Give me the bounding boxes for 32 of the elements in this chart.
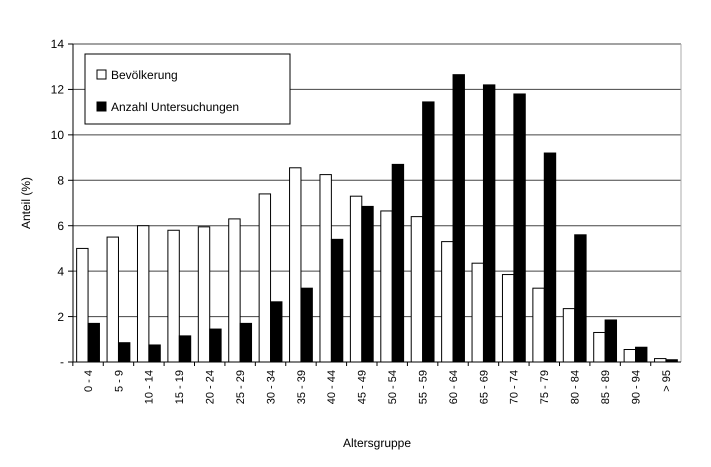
x-tick-label: 85 - 89	[600, 370, 612, 404]
x-tick-label: 80 - 84	[570, 370, 582, 404]
y-tick-label: 12	[50, 82, 64, 97]
legend-label: Bevölkerung	[111, 68, 178, 82]
x-tick-label: 45 - 49	[356, 370, 369, 404]
y-tick-label: 8	[57, 173, 64, 188]
x-tick-label: 10 - 14	[144, 370, 156, 404]
y-tick-label: 2	[57, 310, 64, 324]
x-tick-label: 5 - 9	[113, 370, 126, 392]
x-tick-label: 60 - 64	[448, 370, 460, 404]
y-tick-label: 6	[57, 218, 64, 233]
x-tick-label: 15 - 19	[174, 370, 186, 404]
x-tick-label: > 95	[660, 370, 673, 392]
x-tick-label: 90 - 94	[630, 370, 642, 404]
x-tick-label: 70 - 74	[508, 370, 521, 404]
x-tick-label: 50 - 54	[387, 370, 400, 404]
y-tick-label: 14	[50, 37, 64, 52]
x-tick-label: 30 - 34	[265, 370, 278, 404]
y-tick-label: 10	[50, 128, 64, 142]
y-tick-label: -	[60, 355, 64, 370]
x-tick-label: 0 - 4	[82, 370, 95, 392]
y-tick-label: 4	[57, 264, 64, 278]
x-tick-label: 65 - 69	[478, 370, 490, 404]
y-axis-title: Anteil (%)	[19, 176, 33, 230]
x-tick-label: 75 - 79	[539, 370, 552, 404]
x-tick-label: 35 - 39	[296, 370, 308, 404]
x-tick-label: 25 - 29	[234, 370, 247, 404]
x-axis-title: Altersgruppe	[342, 436, 412, 450]
x-tick-label: 20 - 24	[204, 370, 217, 404]
legend-label: Anzahl Untersuchungen	[111, 100, 240, 114]
x-tick-label: 55 - 59	[417, 370, 430, 404]
x-tick-label: 40 - 44	[326, 370, 338, 404]
